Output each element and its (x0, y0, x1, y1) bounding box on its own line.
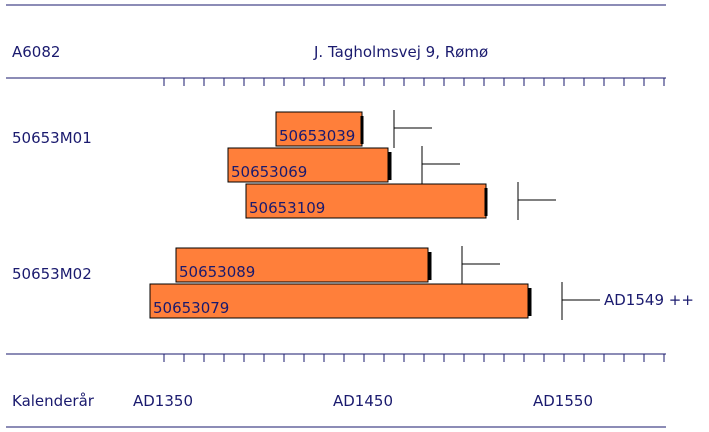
sample-bar (149, 283, 529, 319)
sample-id-label: 50653109 (249, 199, 325, 217)
sample-bar (275, 111, 363, 147)
tick-label: AD1550 (533, 392, 593, 410)
tick-label: AD1350 (133, 392, 193, 410)
site-name: J. Tagholmsvej 9, Rømø (313, 43, 488, 61)
felling-label: AD1549 ++ (604, 291, 694, 309)
bars-layer: 50653M01 50653039 50653069 50653109 50653M02… (12, 110, 694, 320)
group-label: 50653M02 (12, 265, 92, 283)
upper-axis-ticks (163, 78, 665, 86)
lower-axis-ticks (163, 354, 665, 362)
axis-title: Kalenderår (12, 392, 95, 410)
sample-bar (227, 147, 389, 183)
sample-id-label: 50653069 (231, 163, 307, 181)
site-id: A6082 (12, 43, 60, 61)
sample-bar (175, 247, 429, 283)
sample-bar (245, 183, 487, 219)
tick-label: AD1450 (333, 392, 393, 410)
tick-labels: AD1350 AD1450 AD1550 (133, 392, 593, 410)
sample-id-label: 50653079 (153, 299, 229, 317)
sample-id-label: 50653039 (279, 127, 355, 145)
sample-id-label: 50653089 (179, 263, 255, 281)
group-label: 50653M01 (12, 129, 92, 147)
